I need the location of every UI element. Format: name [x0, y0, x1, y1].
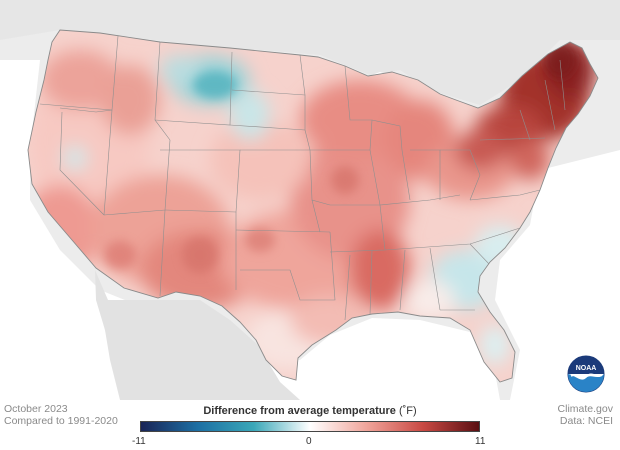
credit-site: Climate.gov: [557, 403, 613, 415]
legend-title-text: Difference from average temperature: [203, 405, 396, 417]
svg-text:NOAA: NOAA: [576, 365, 597, 372]
month-label: October 2023: [4, 403, 68, 415]
legend-max-label: 11: [475, 436, 486, 447]
credit-data: Data: NCEI: [559, 415, 613, 427]
legend-min-label: -11: [132, 436, 146, 447]
noaa-logo-icon: NOAA: [567, 355, 605, 393]
baja-peninsula: [95, 270, 132, 390]
legend-title: Difference from average temperature (˚F): [140, 405, 480, 417]
legend-mid-label: 0: [306, 436, 312, 447]
legend-color-bar: [140, 421, 480, 432]
us-temperature-map: [0, 0, 620, 400]
state-boundaries: [39, 35, 566, 321]
baseline-label: Compared to 1991-2020: [4, 415, 118, 427]
atlantic-ocean: [495, 150, 620, 400]
canada-land: [0, 0, 620, 105]
gulf-of-mexico: [260, 318, 500, 400]
map-area: [0, 0, 620, 400]
mexico-land: [100, 300, 300, 400]
legend-unit: (˚F): [398, 405, 417, 417]
